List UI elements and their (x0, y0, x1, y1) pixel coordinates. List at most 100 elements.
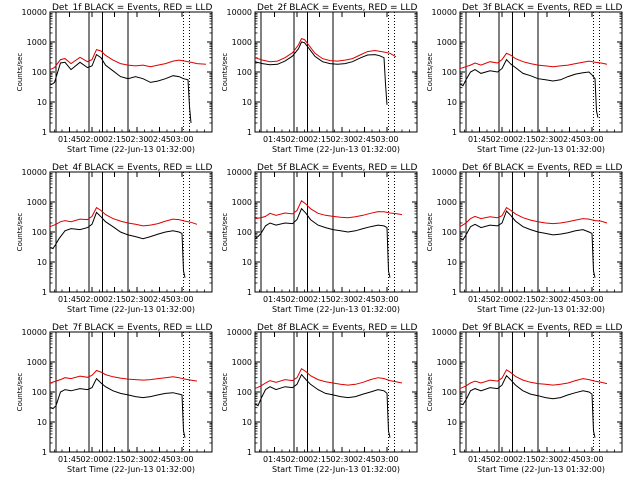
y-tick-label: 1000 (27, 358, 47, 367)
series-line-events (49, 211, 186, 278)
y-tick-label: 1000 (232, 38, 252, 47)
x-tick-label: 01:45 (263, 455, 286, 464)
y-tick-label: 10 (37, 418, 47, 427)
y-tick-label: 10000 (22, 168, 47, 177)
x-tick-label: 03:00 (375, 295, 398, 304)
series-line-events (254, 373, 391, 438)
x-axis-label: Start Time (22-Jun-13 01:32:00) (272, 145, 400, 154)
y-tick-label: 10 (447, 98, 457, 107)
panel-title: Det_3f BLACK = Events, RED = LLD (462, 3, 622, 13)
x-tick-label: 02:30 (535, 455, 558, 464)
series-line-events (459, 210, 596, 278)
y-tick-label: 1000 (232, 358, 252, 367)
y-axis-label: Counts/sec (426, 373, 434, 412)
x-tick-label: 02:00 (490, 135, 513, 144)
y-tick-label: 1000 (437, 358, 457, 367)
plot-frame (459, 171, 623, 293)
series-line-events (254, 41, 388, 105)
y-tick-label: 10 (447, 258, 457, 267)
x-tick-label: 02:45 (353, 135, 376, 144)
x-tick-label: 03:00 (580, 135, 603, 144)
y-tick-label: 1 (452, 448, 457, 457)
x-tick-label: 03:00 (170, 295, 193, 304)
x-axis-label: Start Time (22-Jun-13 01:32:00) (272, 465, 400, 474)
y-tick-label: 1 (452, 128, 457, 137)
plot-frame (459, 331, 623, 453)
panel-5: Det_5f BLACK = Events, RED = LLD 1 10 100 10… (221, 163, 418, 314)
y-tick-label: 1 (247, 288, 252, 297)
series-line-events (49, 377, 186, 438)
panel-title: Det_4f BLACK = Events, RED = LLD (52, 163, 212, 173)
x-tick-label: 02:45 (148, 455, 171, 464)
x-tick-label: 01:45 (58, 135, 81, 144)
series-line-lld (49, 369, 198, 384)
x-tick-label: 02:00 (285, 455, 308, 464)
series-line-lld (459, 369, 608, 390)
x-tick-label: 03:00 (170, 455, 193, 464)
panel-title: Det_1f BLACK = Events, RED = LLD (52, 3, 212, 13)
x-tick-label: 01:45 (58, 295, 81, 304)
x-tick-label: 02:15 (308, 135, 331, 144)
series-line-events (254, 207, 391, 278)
y-tick-label: 1 (247, 128, 252, 137)
y-axis-label: Counts/sec (16, 213, 24, 252)
x-tick-label: 02:15 (513, 135, 536, 144)
x-tick-label: 02:00 (490, 455, 513, 464)
plot-frame (254, 11, 418, 133)
x-tick-label: 02:30 (125, 295, 148, 304)
y-tick-label: 1000 (27, 198, 47, 207)
x-tick-label: 02:30 (330, 295, 353, 304)
x-tick-label: 02:00 (285, 135, 308, 144)
x-tick-label: 02:30 (125, 135, 148, 144)
x-tick-label: 02:45 (353, 295, 376, 304)
y-tick-label: 10000 (432, 8, 457, 17)
y-tick-label: 10000 (22, 8, 47, 17)
y-tick-label: 1000 (437, 198, 457, 207)
x-tick-label: 01:45 (468, 135, 491, 144)
y-tick-label: 10000 (22, 328, 47, 337)
series-line-lld (49, 206, 198, 228)
x-tick-label: 03:00 (580, 295, 603, 304)
series-line-events (459, 374, 596, 438)
x-tick-label: 02:00 (80, 135, 103, 144)
x-axis-label: Start Time (22-Jun-13 01:32:00) (272, 305, 400, 314)
x-tick-label: 02:45 (558, 455, 581, 464)
x-tick-label: 02:45 (558, 135, 581, 144)
panel-6: Det_6f BLACK = Events, RED = LLD 1 10 100 10… (426, 163, 623, 314)
y-tick-label: 10000 (227, 8, 252, 17)
x-tick-label: 01:45 (58, 455, 81, 464)
series-line-lld (254, 200, 403, 220)
y-axis-label: Counts/sec (16, 53, 24, 92)
x-tick-label: 02:30 (535, 295, 558, 304)
y-tick-label: 100 (32, 388, 47, 397)
panel-title: Det_9f BLACK = Events, RED = LLD (462, 323, 622, 333)
plot-frame (49, 11, 213, 133)
x-tick-label: 02:30 (125, 455, 148, 464)
y-tick-label: 100 (237, 68, 252, 77)
x-axis-label: Start Time (22-Jun-13 01:32:00) (477, 465, 605, 474)
x-tick-label: 02:00 (490, 295, 513, 304)
x-axis-label: Start Time (22-Jun-13 01:32:00) (477, 305, 605, 314)
panel-title: Det_2f BLACK = Events, RED = LLD (257, 3, 417, 13)
panel-title: Det_7f BLACK = Events, RED = LLD (52, 323, 212, 333)
x-tick-label: 03:00 (375, 135, 398, 144)
series-line-events (459, 58, 599, 118)
panel-3: Det_3f BLACK = Events, RED = LLD 1 10 100 10… (426, 3, 623, 154)
x-tick-label: 03:00 (170, 135, 193, 144)
series-line-lld (459, 206, 608, 228)
x-tick-label: 01:45 (263, 135, 286, 144)
x-tick-label: 03:00 (580, 455, 603, 464)
y-tick-label: 100 (237, 388, 252, 397)
x-tick-label: 02:45 (558, 295, 581, 304)
y-tick-label: 1000 (437, 38, 457, 47)
x-tick-label: 01:45 (468, 295, 491, 304)
x-tick-label: 02:15 (513, 295, 536, 304)
y-axis-label: Counts/sec (16, 373, 24, 412)
panel-title: Det_6f BLACK = Events, RED = LLD (462, 163, 622, 173)
y-tick-label: 1 (42, 288, 47, 297)
x-axis-label: Start Time (22-Jun-13 01:32:00) (67, 145, 195, 154)
y-tick-label: 10000 (432, 168, 457, 177)
y-tick-label: 10 (242, 418, 252, 427)
x-tick-label: 02:00 (80, 455, 103, 464)
y-tick-label: 100 (32, 228, 47, 237)
